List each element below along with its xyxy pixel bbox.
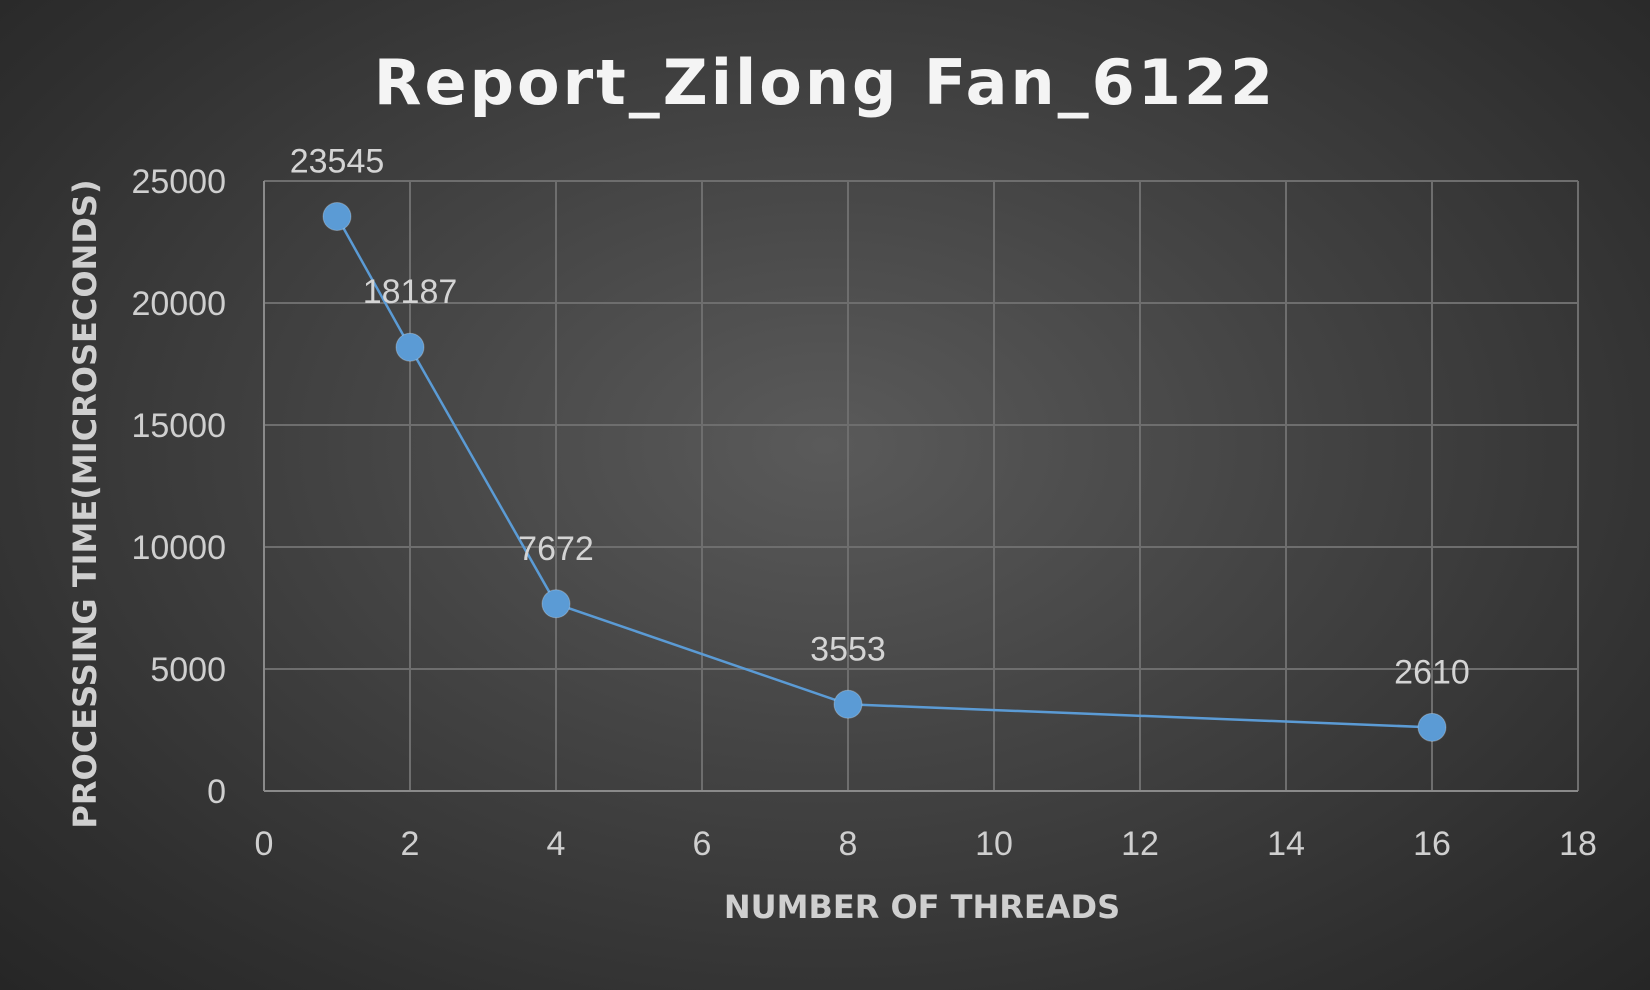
data-label: 3553 — [810, 630, 886, 668]
data-point — [833, 689, 863, 719]
x-tick-label: 14 — [1267, 825, 1305, 863]
x-tick-label: 2 — [401, 825, 420, 863]
data-labels: 23545 18187 7672 3553 2610 — [290, 143, 1470, 692]
x-tick-label: 10 — [975, 825, 1013, 863]
x-tick-label: 18 — [1559, 825, 1597, 863]
x-tick-label: 16 — [1413, 825, 1451, 863]
x-tick-label: 4 — [547, 825, 566, 863]
y-tick-label: 5000 — [150, 651, 226, 689]
tick-labels: 0 2 4 6 8 10 12 14 16 18 0 5000 10000 15000 20000 25000 — [131, 163, 1596, 863]
x-tick-label: 8 — [839, 825, 858, 863]
data-label: 18187 — [363, 273, 458, 311]
data-point — [322, 202, 352, 232]
chart-title: Report_Zilong Fan_6122 — [374, 46, 1276, 119]
x-tick-label: 6 — [693, 825, 712, 863]
data-label: 7672 — [518, 530, 594, 568]
axes — [263, 181, 1578, 792]
x-axis-title: NUMBER OF THREADS — [724, 888, 1120, 926]
data-point — [541, 589, 571, 619]
data-point — [1417, 712, 1447, 742]
gridlines — [264, 180, 1579, 791]
y-tick-label: 25000 — [131, 163, 226, 201]
y-axis-title: PROCESSING TIME(MICROSECONDS) — [66, 179, 104, 828]
y-tick-label: 20000 — [131, 285, 226, 323]
data-series — [322, 202, 1447, 742]
data-label: 2610 — [1394, 653, 1470, 691]
data-point — [395, 332, 425, 362]
y-tick-label: 0 — [207, 773, 226, 811]
y-tick-label: 15000 — [131, 407, 226, 445]
x-tick-label: 12 — [1121, 825, 1159, 863]
x-tick-label: 0 — [255, 825, 274, 863]
data-label: 23545 — [290, 143, 385, 181]
y-tick-label: 10000 — [131, 529, 226, 567]
